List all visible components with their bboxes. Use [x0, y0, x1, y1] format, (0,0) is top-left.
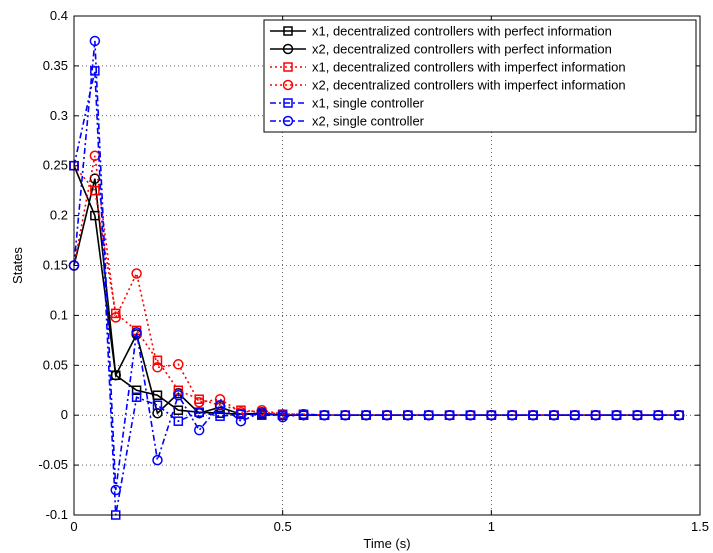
series-layer: [68, 35, 685, 520]
x-tick-label: 0.5: [274, 519, 292, 534]
data-point: [131, 385, 142, 395]
data-point: [360, 409, 372, 421]
data-point: [486, 409, 497, 421]
data-point: [110, 484, 121, 496]
data-point: [381, 409, 393, 421]
data-point: [548, 409, 560, 421]
legend-marker: [283, 98, 293, 108]
data-point: [152, 454, 163, 466]
legend-label: x1, decentralized controllers with imper…: [312, 60, 626, 75]
legend-label: x2, single controller: [312, 114, 425, 129]
data-point: [214, 393, 226, 405]
data-point: [193, 396, 205, 408]
data-point: [632, 409, 643, 421]
data-point: [444, 409, 455, 421]
x-tick-label: 1.5: [691, 519, 709, 534]
y-tick-label: 0.25: [43, 158, 68, 173]
data-point: [236, 409, 246, 419]
legend-box: [263, 19, 697, 133]
data-point: [173, 416, 184, 426]
legend-marker: [282, 115, 294, 127]
data-point: [110, 312, 121, 323]
x-axis-label: Time (s): [363, 536, 410, 551]
y-tick-label: -0.1: [46, 507, 68, 522]
data-point: [173, 389, 184, 401]
data-point: [569, 409, 581, 421]
data-point: [673, 409, 685, 421]
x-tick-label: 0: [70, 519, 77, 534]
y-axis-label: States: [10, 247, 25, 284]
y-tick-label: 0: [61, 407, 68, 422]
data-point: [506, 409, 518, 421]
y-tick-label: 0.3: [50, 108, 68, 123]
y-tick-label: -0.05: [38, 457, 68, 472]
y-tick-label: 0.35: [43, 58, 68, 73]
ticks: 0 0.5 1 1.5 -0.1 -0.05 0 0.05 0.1 0.15 0.2 0.25 0.3 0…: [38, 8, 709, 534]
legend-marker: [282, 43, 294, 55]
data-point: [319, 409, 330, 421]
data-point: [527, 409, 539, 421]
data-point: [402, 409, 414, 421]
data-point: [110, 308, 121, 319]
y-tick-label: 0.1: [50, 307, 68, 322]
data-point: [152, 362, 163, 373]
data-point: [214, 399, 226, 411]
legend-marker: [282, 79, 294, 91]
data-point: [611, 409, 622, 421]
data-point: [194, 407, 204, 417]
data-point: [193, 424, 205, 436]
data-point: [131, 392, 142, 402]
legend: x1, decentralized controllers with perfe…: [263, 19, 697, 133]
legend-label: x1, decentralized controllers with perfe…: [312, 24, 612, 39]
data-point: [90, 66, 100, 76]
data-point: [256, 406, 268, 418]
x-tick-label: 1: [488, 519, 495, 534]
data-point: [590, 409, 601, 421]
data-point: [89, 173, 101, 184]
data-point: [653, 409, 664, 421]
legend-marker: [283, 62, 293, 72]
legend-label: x1, single controller: [312, 96, 425, 111]
y-tick-label: 0.2: [50, 208, 68, 223]
data-point: [298, 408, 309, 420]
series-line: [73, 40, 680, 491]
data-point: [131, 268, 142, 279]
data-point: [465, 409, 476, 421]
legend-label: x2, decentralized controllers with imper…: [312, 78, 626, 93]
data-point: [152, 400, 163, 410]
legend-label: x2, decentralized controllers with perfe…: [312, 42, 612, 57]
data-point: [110, 370, 121, 381]
data-point: [277, 411, 288, 423]
data-point: [340, 409, 351, 421]
data-point: [235, 415, 247, 427]
data-point: [173, 359, 184, 370]
data-point: [173, 405, 184, 415]
data-point: [423, 409, 434, 421]
y-tick-label: 0.15: [43, 258, 68, 273]
data-point: [215, 411, 225, 421]
data-point: [131, 327, 142, 338]
series-x2-single-controller: [68, 35, 685, 496]
y-tick-label: 0.4: [50, 8, 68, 23]
y-tick-label: 0.05: [43, 357, 68, 372]
legend-marker: [283, 26, 293, 36]
data-point: [89, 35, 101, 47]
